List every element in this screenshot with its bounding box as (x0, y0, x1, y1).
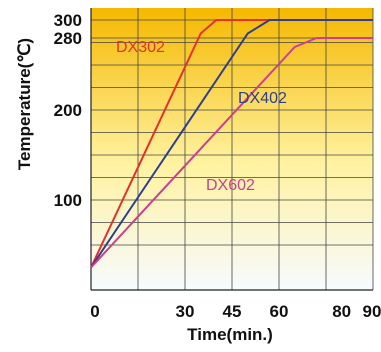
series-label-dx302: DX302 (116, 39, 165, 56)
series-line-dx402 (90, 19, 373, 269)
y-tick-label: 300 (54, 11, 82, 30)
x-tick-label: 30 (176, 302, 195, 321)
y-tick-label: 100 (54, 191, 82, 210)
grid-lines (90, 8, 374, 291)
x-tick-label: 60 (270, 302, 289, 321)
x-tick-label: 90 (363, 302, 381, 321)
series-lines (90, 19, 373, 269)
x-tick-label: 0 (90, 302, 99, 321)
x-tick-label: 45 (223, 302, 242, 321)
y-tick-label: 280 (54, 29, 82, 48)
x-tick-label: 80 (332, 302, 351, 321)
series-labels: DX302 DX402 DX602 (116, 39, 287, 194)
series-label-dx602: DX602 (206, 177, 255, 194)
y-tick-label: 200 (54, 101, 82, 120)
series-line-dx602 (90, 37, 373, 269)
x-axis-title: Time(min.) (187, 325, 273, 344)
y-axis-title: Temperature(℃) (15, 38, 34, 170)
series-label-dx402: DX402 (238, 90, 287, 107)
